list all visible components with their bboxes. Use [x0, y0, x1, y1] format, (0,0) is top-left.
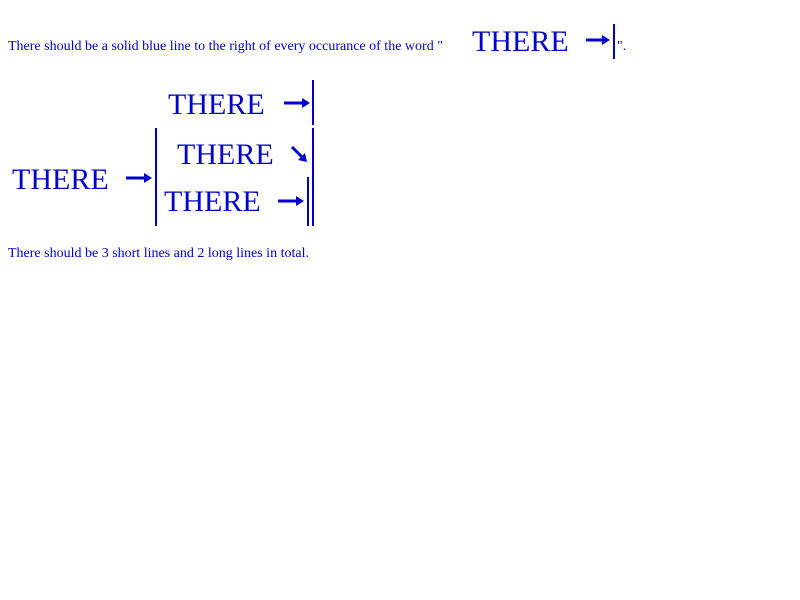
left-long-line: [155, 128, 157, 226]
left-word: THERE: [12, 163, 109, 196]
arrow-right-icon: [284, 98, 310, 108]
intro-word: THERE: [472, 25, 569, 58]
bottom-short-line: [307, 177, 309, 226]
middle-word: THERE: [177, 138, 274, 171]
intro-solid-line: [613, 24, 615, 59]
bottom-word: THERE: [164, 185, 261, 218]
intro-after: ".: [617, 39, 627, 54]
arrow-down-right-icon: [290, 145, 307, 162]
right-long-line: [312, 128, 314, 226]
arrow-right-icon: [126, 173, 152, 183]
footer-text: There should be 3 short lines and 2 long…: [8, 246, 309, 261]
arrow-right-icon: [278, 196, 304, 206]
arrow-right-icon: [586, 35, 610, 45]
intro-before: There should be a solid blue line to the…: [8, 39, 443, 54]
top-word: THERE: [168, 88, 265, 121]
top-short-line: [312, 80, 314, 125]
intro-text: There should be a solid blue line to the…: [8, 39, 443, 55]
